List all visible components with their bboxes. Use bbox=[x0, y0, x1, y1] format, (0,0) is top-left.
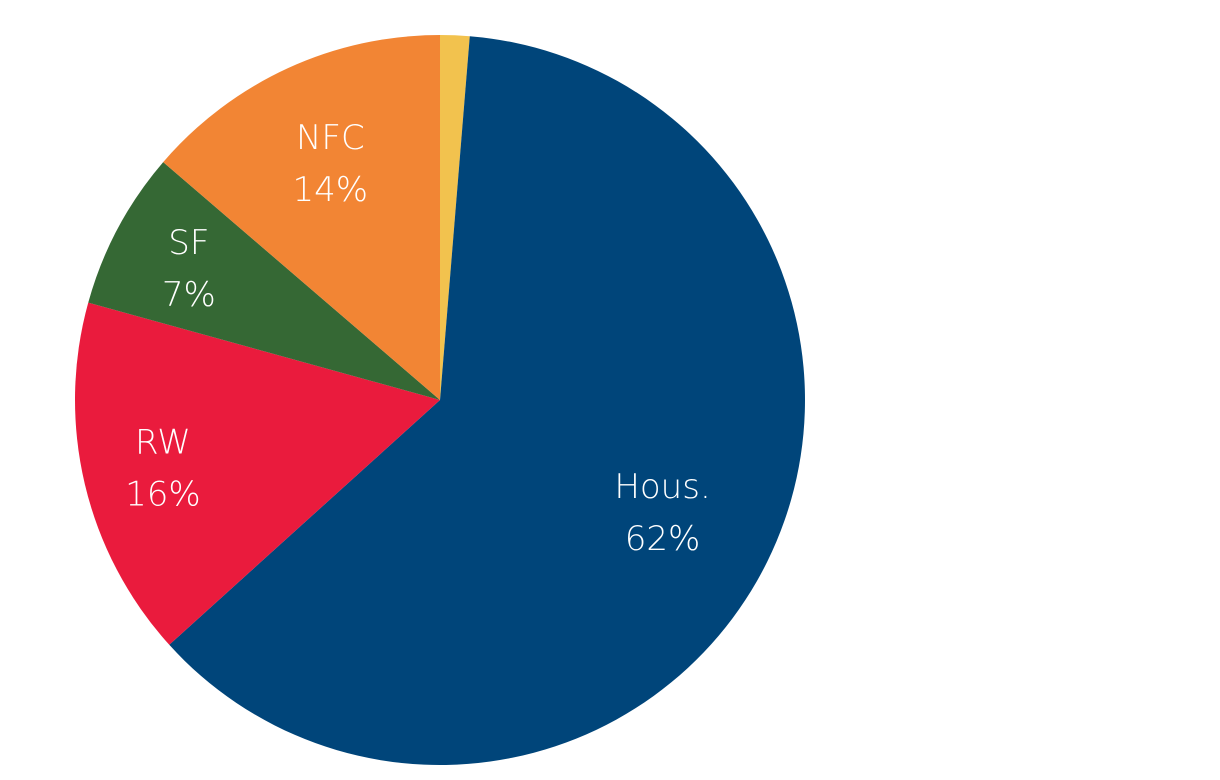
pie-slice-nfc bbox=[163, 35, 440, 400]
pie-slice-sf bbox=[88, 162, 441, 400]
pie-slice-rw bbox=[74, 302, 440, 645]
slice-name-rw: RW bbox=[135, 423, 191, 463]
pie-slice-gg bbox=[440, 35, 470, 400]
slice-label-nfc: NFC 14% bbox=[293, 118, 369, 210]
pie-slice-hous bbox=[169, 36, 805, 765]
slice-label-sf: SF 7% bbox=[162, 223, 216, 315]
slice-percent-hous: 62% bbox=[625, 519, 701, 559]
slice-name-sf: SF bbox=[168, 223, 209, 263]
slice-percent-rw: 16% bbox=[125, 475, 201, 515]
slice-label-rw: RW 16% bbox=[125, 423, 201, 515]
slice-percent-nfc: 14% bbox=[293, 170, 369, 210]
slice-label-hous: Hous. 62% bbox=[614, 467, 710, 559]
slice-name-nfc: NFC bbox=[296, 118, 365, 158]
slice-percent-sf: 7% bbox=[162, 275, 216, 315]
slice-name-hous: Hous. bbox=[614, 467, 710, 507]
